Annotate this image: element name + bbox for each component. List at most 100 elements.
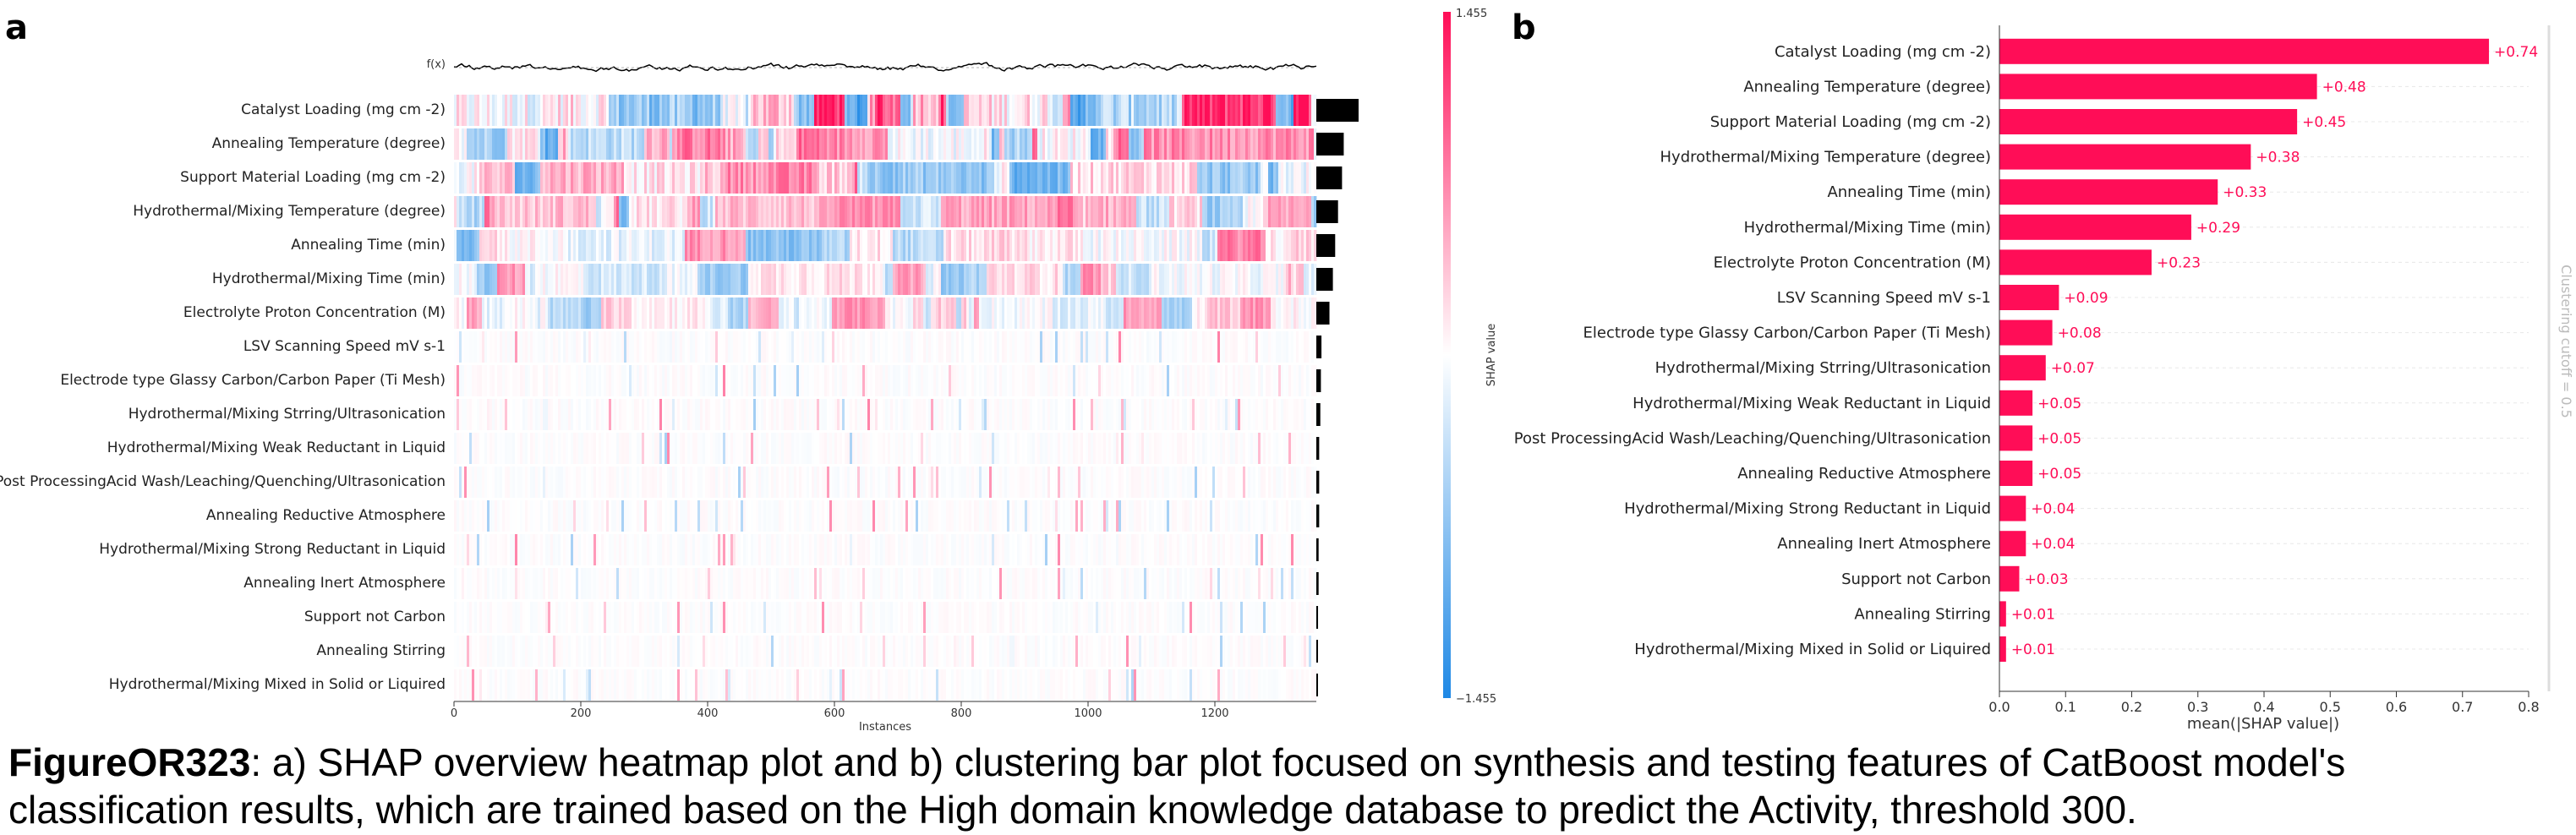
heatmap-cell: [1096, 297, 1099, 329]
heatmap-cell: [500, 365, 503, 396]
heatmap-cell: [1195, 399, 1198, 430]
heatmap-cell: [601, 264, 604, 295]
heatmap-cell: [543, 365, 546, 396]
heatmap-cell: [971, 196, 975, 227]
heatmap-cell: [1035, 162, 1038, 194]
heatmap-cell: [781, 433, 785, 464]
heatmap-cell: [1286, 297, 1289, 329]
heatmap-cell: [1301, 365, 1304, 396]
heatmap-cell: [855, 399, 858, 430]
heatmap-cell: [911, 399, 914, 430]
heatmap-cell: [938, 534, 942, 565]
heatmap-cell: [690, 297, 693, 329]
heatmap-cell: [916, 196, 919, 227]
heatmap-cell: [581, 297, 584, 329]
heatmap-cell: [477, 297, 480, 329]
heatmap-cell: [911, 297, 914, 329]
heatmap-cell: [517, 399, 521, 430]
heatmap-cell: [555, 500, 559, 532]
heatmap-cell: [697, 365, 701, 396]
heatmap-cell: [677, 331, 681, 363]
heatmap-cell: [974, 467, 977, 498]
heatmap-cell: [1233, 331, 1236, 363]
heatmap-cell: [951, 196, 954, 227]
heatmap-cell: [528, 128, 531, 160]
heatmap-cell: [718, 365, 721, 396]
heatmap-cell: [1101, 433, 1104, 464]
heatmap-cell: [1141, 467, 1145, 498]
heatmap-cell: [1174, 433, 1178, 464]
heatmap-cell: [1192, 534, 1195, 565]
heatmap-cell: [1149, 264, 1152, 295]
heatmap-cell: [1139, 264, 1142, 295]
heatmap-cell: [1311, 128, 1315, 160]
heatmap-cells: [454, 95, 1317, 701]
heatmap-cell: [672, 128, 675, 160]
heatmap-cell: [880, 162, 883, 194]
heatmap-cell: [1225, 399, 1228, 430]
heatmap-cell: [472, 95, 475, 126]
heatmap-cell: [1096, 95, 1099, 126]
heatmap-cell: [1250, 95, 1254, 126]
heatmap-cell: [576, 95, 579, 126]
heatmap-cell: [1141, 365, 1145, 396]
heatmap-cell: [472, 568, 475, 599]
heatmap-cell: [1159, 162, 1162, 194]
heatmap-cell: [1169, 162, 1173, 194]
heatmap-cell: [578, 365, 582, 396]
heatmap-cell: [1134, 467, 1137, 498]
heatmap-cell: [1167, 467, 1170, 498]
heatmap-cell: [715, 230, 719, 261]
heatmap-cell: [862, 568, 866, 599]
heatmap-cell: [956, 264, 960, 295]
heatmap-cell: [829, 365, 833, 396]
heatmap-cell: [913, 467, 916, 498]
heatmap-cell: [700, 297, 703, 329]
heatmap-cell: [928, 331, 932, 363]
heatmap-cell: [804, 500, 807, 532]
heatmap-cell: [515, 534, 518, 565]
heatmap-cell: [1174, 230, 1178, 261]
heatmap-cell: [971, 433, 975, 464]
heatmap-cell: [738, 95, 741, 126]
heatmap-cell: [789, 128, 792, 160]
heatmap-cell: [1083, 230, 1086, 261]
heatmap-cell: [1017, 264, 1020, 295]
heatmap-cell: [535, 534, 539, 565]
heatmap-cell: [1050, 264, 1053, 295]
heatmap-cell: [1187, 230, 1190, 261]
heatmap-cell: [670, 433, 673, 464]
heatmap-cell: [555, 297, 559, 329]
heatmap-cell: [842, 534, 845, 565]
heatmap-cell: [644, 433, 648, 464]
heatmap-cell: [642, 433, 645, 464]
heatmap-cell: [949, 365, 952, 396]
heatmap-cell: [489, 196, 493, 227]
heatmap-cell: [943, 467, 947, 498]
heatmap-cell: [525, 230, 528, 261]
heatmap-cell: [746, 365, 749, 396]
heatmap-cell: [829, 467, 833, 498]
heatmap-cell: [1207, 297, 1211, 329]
heatmap-cell: [1268, 95, 1272, 126]
heatmap-cell: [786, 297, 790, 329]
heatmap-cell: [581, 230, 584, 261]
heatmap-cell: [758, 500, 762, 532]
heatmap-cell: [875, 331, 878, 363]
heatmap-cell: [847, 365, 850, 396]
heatmap-cell: [761, 500, 764, 532]
heatmap-cell: [690, 331, 693, 363]
heatmap-cell: [1096, 196, 1099, 227]
heatmap-cell: [616, 95, 620, 126]
heatmap-cell: [1179, 95, 1183, 126]
heatmap-cell: [1022, 433, 1025, 464]
heatmap-cell: [832, 500, 835, 532]
heatmap-cell: [741, 196, 744, 227]
heatmap-cell: [1207, 264, 1211, 295]
heatmap-cell: [931, 500, 934, 532]
heatmap-cell: [558, 467, 561, 498]
heatmap-cell: [809, 534, 812, 565]
heatmap-cell: [895, 365, 899, 396]
heatmap-cell: [457, 399, 460, 430]
heatmap-cell: [1002, 365, 1005, 396]
